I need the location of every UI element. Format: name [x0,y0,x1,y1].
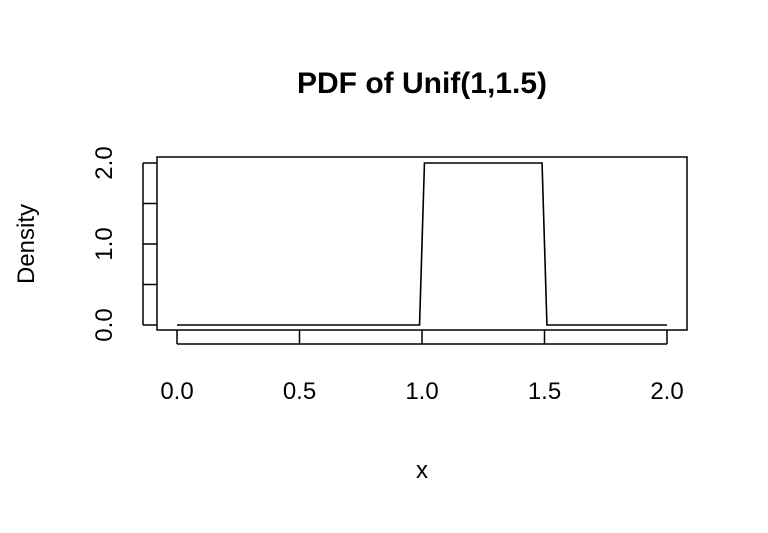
y-axis-label: Density [13,204,40,284]
density-line [177,162,667,326]
x-tick-label: 2.0 [650,378,683,405]
y-tick-label: 1.0 [91,227,118,260]
x-axis-label: x [416,457,428,484]
x-axis: 0.0 0.5 1.0 1.5 2.0 [160,330,684,405]
x-tick-label: 0.5 [283,378,316,405]
series-layer [177,162,667,326]
y-axis: 0.0 1.0 2.0 [91,146,157,342]
y-tick-label: 2.0 [91,146,118,179]
x-tick-label: 1.5 [528,378,561,405]
x-tick-label: 1.0 [405,378,438,405]
chart-title: PDF of Unif(1,1.5) [297,67,547,100]
y-tick-label: 0.0 [91,308,118,341]
x-tick-label: 0.0 [160,378,193,405]
